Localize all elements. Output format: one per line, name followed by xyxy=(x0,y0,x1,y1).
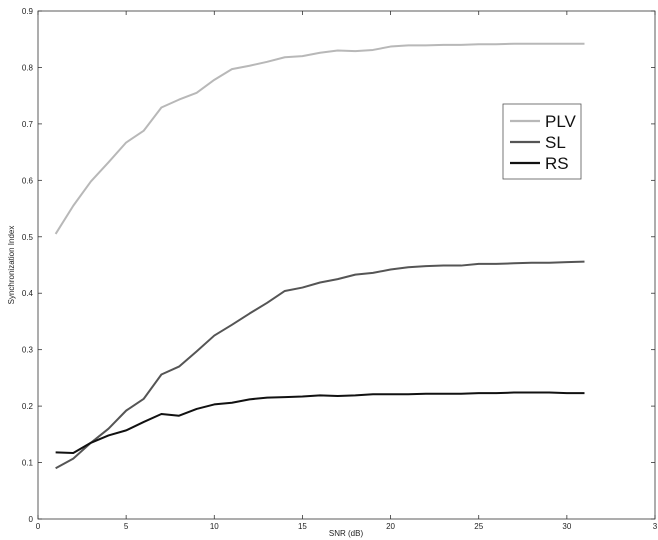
legend-label-plv: PLV xyxy=(545,112,577,131)
y-tick-label: 0.4 xyxy=(22,289,34,298)
series-line-sl xyxy=(55,260,585,470)
x-tick-label: 20 xyxy=(386,522,395,531)
x-tick-label: 25 xyxy=(474,522,483,531)
plot-area xyxy=(37,10,656,520)
y-tick-label: 0 xyxy=(29,515,34,524)
x-axis-ticks: 0 5 10 15 20 25 30 3 xyxy=(36,11,658,531)
y-tick-label: 0.2 xyxy=(22,402,34,411)
x-tick-label: 0 xyxy=(36,522,41,531)
legend-label-rs: RS xyxy=(545,154,569,173)
y-axis-label: Synchronization Index xyxy=(7,226,16,305)
x-axis-label: SNR (dB) xyxy=(329,529,364,538)
y-tick-label: 0.7 xyxy=(22,120,34,129)
y-tick-label: 0.1 xyxy=(22,459,34,468)
x-tick-label: 3 xyxy=(653,522,658,531)
y-axis-ticks: 0 0.1 0.2 0.3 0.4 0.5 0.6 0.7 0.8 0.9 xyxy=(22,7,655,524)
legend-label-sl: SL xyxy=(545,133,566,152)
y-tick-label: 0.3 xyxy=(22,346,34,355)
y-tick-label: 0.5 xyxy=(22,233,34,242)
series-lines xyxy=(54,42,585,470)
x-tick-label: 5 xyxy=(124,522,129,531)
y-tick-label: 0.9 xyxy=(22,7,34,16)
x-tick-label: 15 xyxy=(298,522,307,531)
legend: PLV SL RS xyxy=(502,103,582,180)
series-line-plv xyxy=(54,42,585,235)
x-tick-label: 10 xyxy=(210,522,219,531)
y-tick-label: 0.8 xyxy=(22,63,34,72)
y-tick-label: 0.6 xyxy=(22,176,34,185)
series-line-rs xyxy=(55,391,585,454)
x-tick-label: 30 xyxy=(562,522,571,531)
